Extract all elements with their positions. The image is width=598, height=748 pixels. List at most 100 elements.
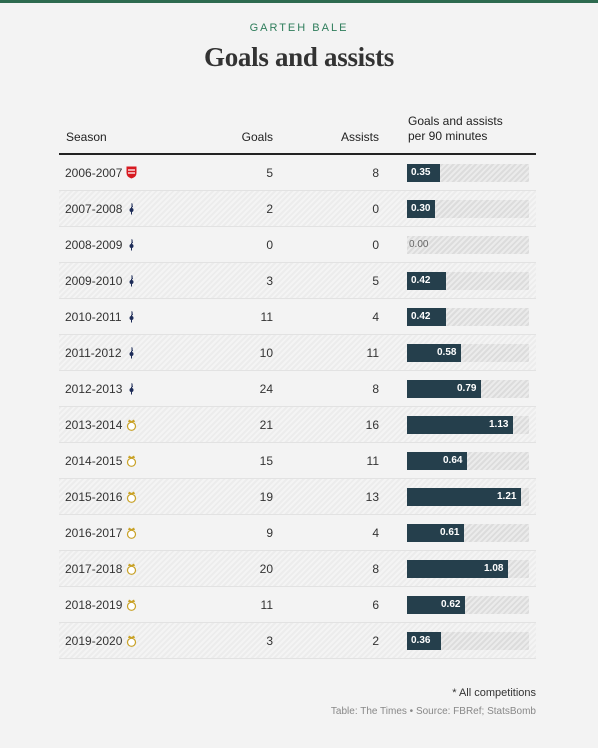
rate-bar-track: 0.42 (407, 308, 529, 326)
season-label: 2019-2020 (65, 634, 123, 648)
assists-cell: 0 (372, 202, 379, 216)
column-header-rate-line1: Goals and assists (408, 114, 503, 128)
season-label: 2017-2018 (65, 562, 123, 576)
season-cell: 2011-2012 (65, 346, 137, 360)
season-label: 2011-2012 (65, 346, 122, 360)
rate-bar (407, 200, 435, 218)
goals-cell: 20 (259, 562, 273, 576)
rate-bar-track: 0.79 (407, 380, 529, 398)
season-label: 2012-2013 (65, 382, 123, 396)
season-cell: 2015-2016 (65, 490, 137, 504)
rate-label: 0.58 (437, 347, 457, 358)
goals-cell: 11 (260, 310, 273, 324)
season-cell: 2009-2010 (65, 274, 137, 288)
table-row: 2018-2019 11 6 0.62 (59, 587, 536, 623)
rate-bar-track: 0.36 (407, 632, 529, 650)
table-row: 2011-2012 10 11 0.58 (59, 335, 536, 371)
goals-cell: 3 (266, 274, 273, 288)
rate-bar-track: 0.00 (407, 236, 529, 254)
header-rule (59, 153, 536, 155)
assists-cell: 11 (366, 346, 379, 360)
tottenham-crest-icon (129, 239, 134, 251)
assists-cell: 4 (372, 310, 379, 324)
column-header-season: Season (66, 130, 107, 144)
season-label: 2015-2016 (65, 490, 123, 504)
rate-label: 1.13 (489, 419, 509, 430)
season-cell: 2013-2014 (65, 418, 137, 432)
rate-label: 0.79 (457, 383, 477, 394)
rate-label: 0.62 (441, 599, 461, 610)
rate-label: 0.35 (411, 167, 431, 178)
table-row: 2019-2020 3 2 0.36 (59, 623, 536, 659)
rate-bar (407, 272, 446, 290)
rate-label: 1.21 (497, 491, 517, 502)
rate-bar (407, 488, 521, 506)
rate-bar (407, 344, 461, 362)
rate-label: 0.30 (411, 203, 431, 214)
source-credit: Table: The Times • Source: FBRef; StatsB… (330, 706, 536, 717)
rate-bar-track: 0.58 (407, 344, 529, 362)
goals-cell: 24 (259, 382, 273, 396)
rate-bar (407, 632, 441, 650)
table-row: 2010-2011 11 4 0.42 (59, 299, 536, 335)
real-madrid-crest-icon (127, 455, 137, 467)
goals-cell: 2 (266, 202, 273, 216)
assists-cell: 8 (372, 166, 379, 180)
season-label: 2009-2010 (65, 274, 123, 288)
season-label: 2010-2011 (65, 310, 122, 324)
season-label: 2007-2008 (65, 202, 123, 216)
rate-bar (407, 308, 446, 326)
rate-label: 0.42 (411, 311, 431, 322)
table-row: 2008-2009 0 0 0.00 (59, 227, 536, 263)
assists-cell: 6 (372, 598, 379, 612)
column-header-rate-line2: per 90 minutes (408, 129, 488, 143)
season-cell: 2019-2020 (65, 634, 137, 648)
goals-cell: 11 (260, 598, 273, 612)
tottenham-crest-icon (129, 347, 133, 359)
rate-label: 0.42 (411, 275, 431, 286)
page-title: Goals and assists (204, 42, 394, 72)
rate-bar (407, 560, 508, 578)
goals-cell: 5 (266, 166, 273, 180)
season-label: 2008-2009 (65, 238, 123, 252)
rate-bar-track: 0.61 (407, 524, 529, 542)
season-cell: 2006-2007 (65, 166, 137, 180)
tottenham-crest-icon (129, 311, 133, 323)
table-row: 2017-2018 20 8 1.08 (59, 551, 536, 587)
real-madrid-crest-icon (127, 491, 137, 503)
footnote: * All competitions (452, 687, 536, 699)
season-label: 2013-2014 (65, 418, 123, 432)
tottenham-crest-icon (129, 275, 134, 287)
assists-cell: 11 (366, 454, 379, 468)
goals-cell: 15 (259, 454, 273, 468)
table-row: 2016-2017 9 4 0.61 (59, 515, 536, 551)
column-header-rate: Goals and assists per 90 minutes (408, 114, 538, 144)
real-madrid-crest-icon (127, 527, 137, 539)
rate-label: 0.00 (409, 239, 429, 250)
season-cell: 2012-2013 (65, 382, 137, 396)
season-cell: 2018-2019 (65, 598, 137, 612)
rate-bar (407, 416, 513, 434)
assists-cell: 4 (372, 526, 379, 540)
rate-label: 0.61 (440, 527, 460, 538)
real-madrid-crest-icon (127, 599, 137, 611)
assists-cell: 13 (365, 490, 379, 504)
kicker: GARTEH BALE (249, 22, 349, 34)
assists-cell: 8 (372, 562, 379, 576)
rate-label: 1.08 (484, 563, 504, 574)
column-header-assists: Assists (340, 130, 379, 144)
season-label: 2006-2007 (65, 166, 123, 180)
rate-label: 0.36 (411, 635, 431, 646)
rate-bar-track: 0.35 (407, 164, 529, 182)
top-rule (0, 0, 598, 3)
rate-bar-track: 0.62 (407, 596, 529, 614)
assists-cell: 5 (372, 274, 379, 288)
assists-cell: 2 (372, 634, 379, 648)
season-cell: 2016-2017 (65, 526, 137, 540)
rate-bar (407, 524, 464, 542)
rate-bar (407, 380, 481, 398)
rate-bar-track: 0.42 (407, 272, 529, 290)
rate-label: 0.64 (443, 455, 463, 466)
season-label: 2018-2019 (65, 598, 123, 612)
goals-cell: 10 (259, 346, 273, 360)
